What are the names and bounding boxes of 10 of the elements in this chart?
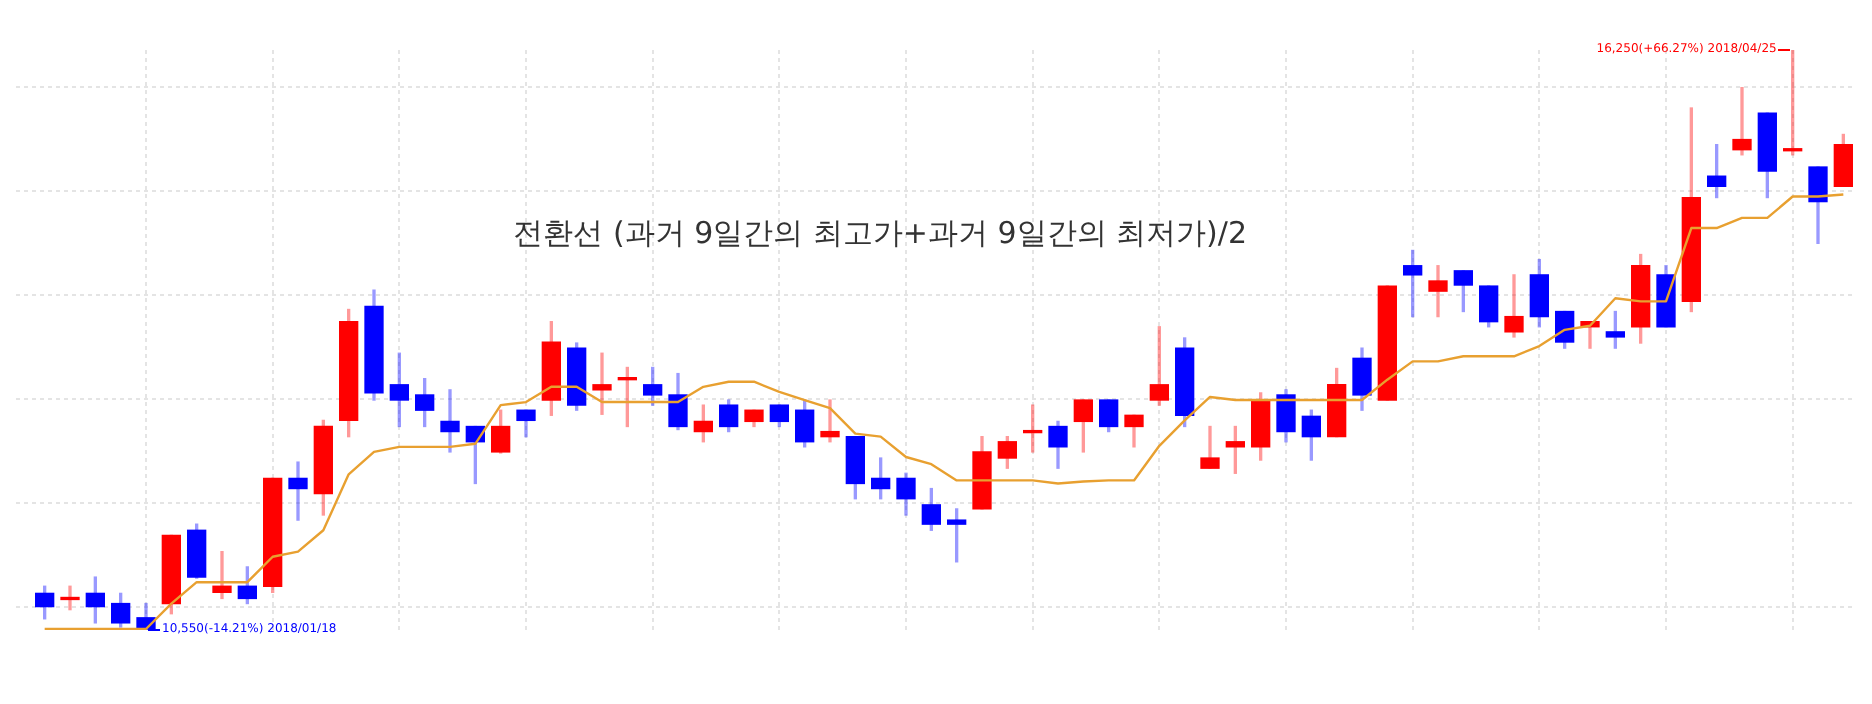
candlestick [1732,86,1752,156]
text: 전환선 (과거 9일간의 최고가+과거 9일간의 최저가)/2 [513,215,1247,252]
candlestick [820,399,840,443]
candlestick [1504,274,1524,338]
candlestick [1428,265,1448,318]
candlestick [60,585,80,611]
candlestick [288,461,308,521]
candlestick [440,389,460,453]
candlestick [212,550,232,600]
candlestick [592,352,612,415]
